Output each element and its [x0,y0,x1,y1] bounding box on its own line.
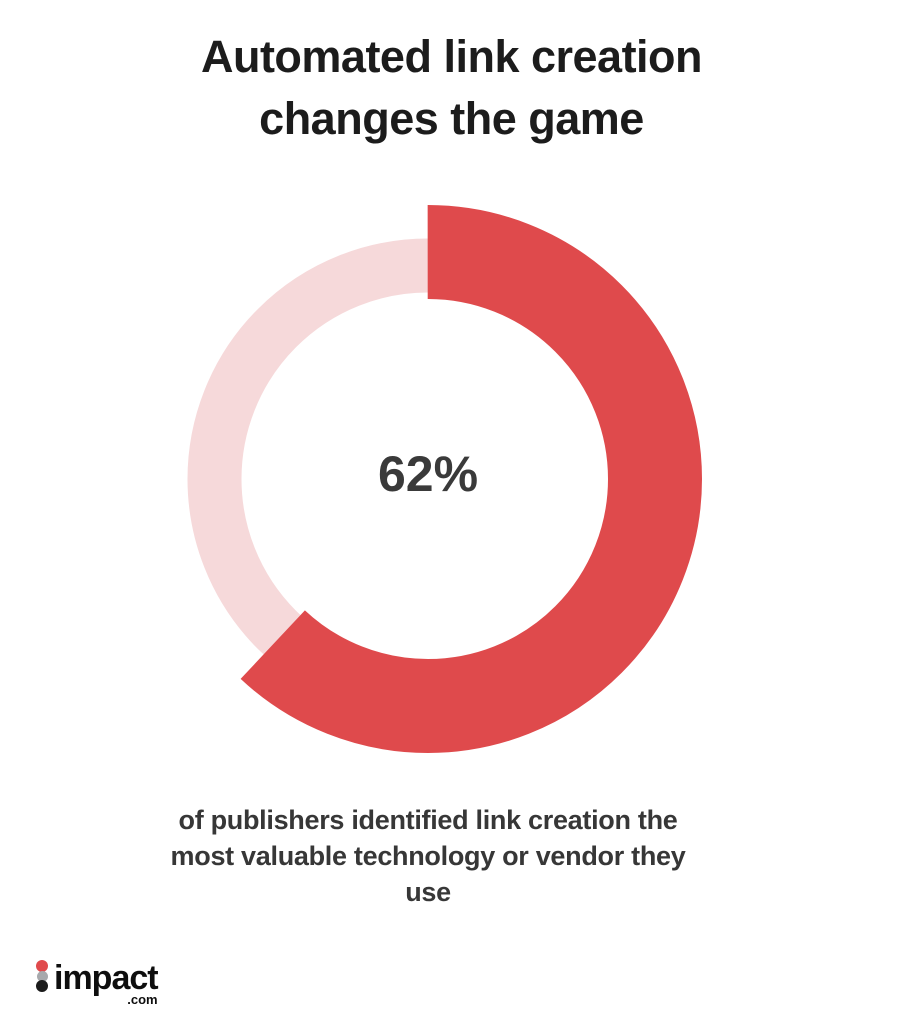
donut-chart: 62% [148,199,708,759]
donut-value-arc [154,205,702,753]
donut-center-value: 62% [377,446,479,502]
chart-caption: of publishers identified link creation t… [148,802,708,910]
logo-wordmark: impact [54,959,159,997]
donut-chart-svg [154,205,702,753]
logo-dot-black-icon [36,980,48,992]
title-line-1: Automated link creation [200,31,703,82]
logo-tld: .com [127,992,158,1007]
logo-dot-gray-icon [36,971,48,982]
caption-line-3: use [405,877,451,907]
page-title: Automated link creation changes the game [0,26,903,150]
impact-logo-text: impact .com [54,959,159,1007]
caption-line-2: most valuable technology or vendor they [170,841,686,871]
caption-line-1: of publishers identified link creation t… [178,805,678,835]
title-line-2: changes the game [259,93,644,144]
impact-logo-mark [36,960,48,992]
impact-logo: impact .com [36,957,159,1007]
logo-dot-red-icon [36,960,48,972]
